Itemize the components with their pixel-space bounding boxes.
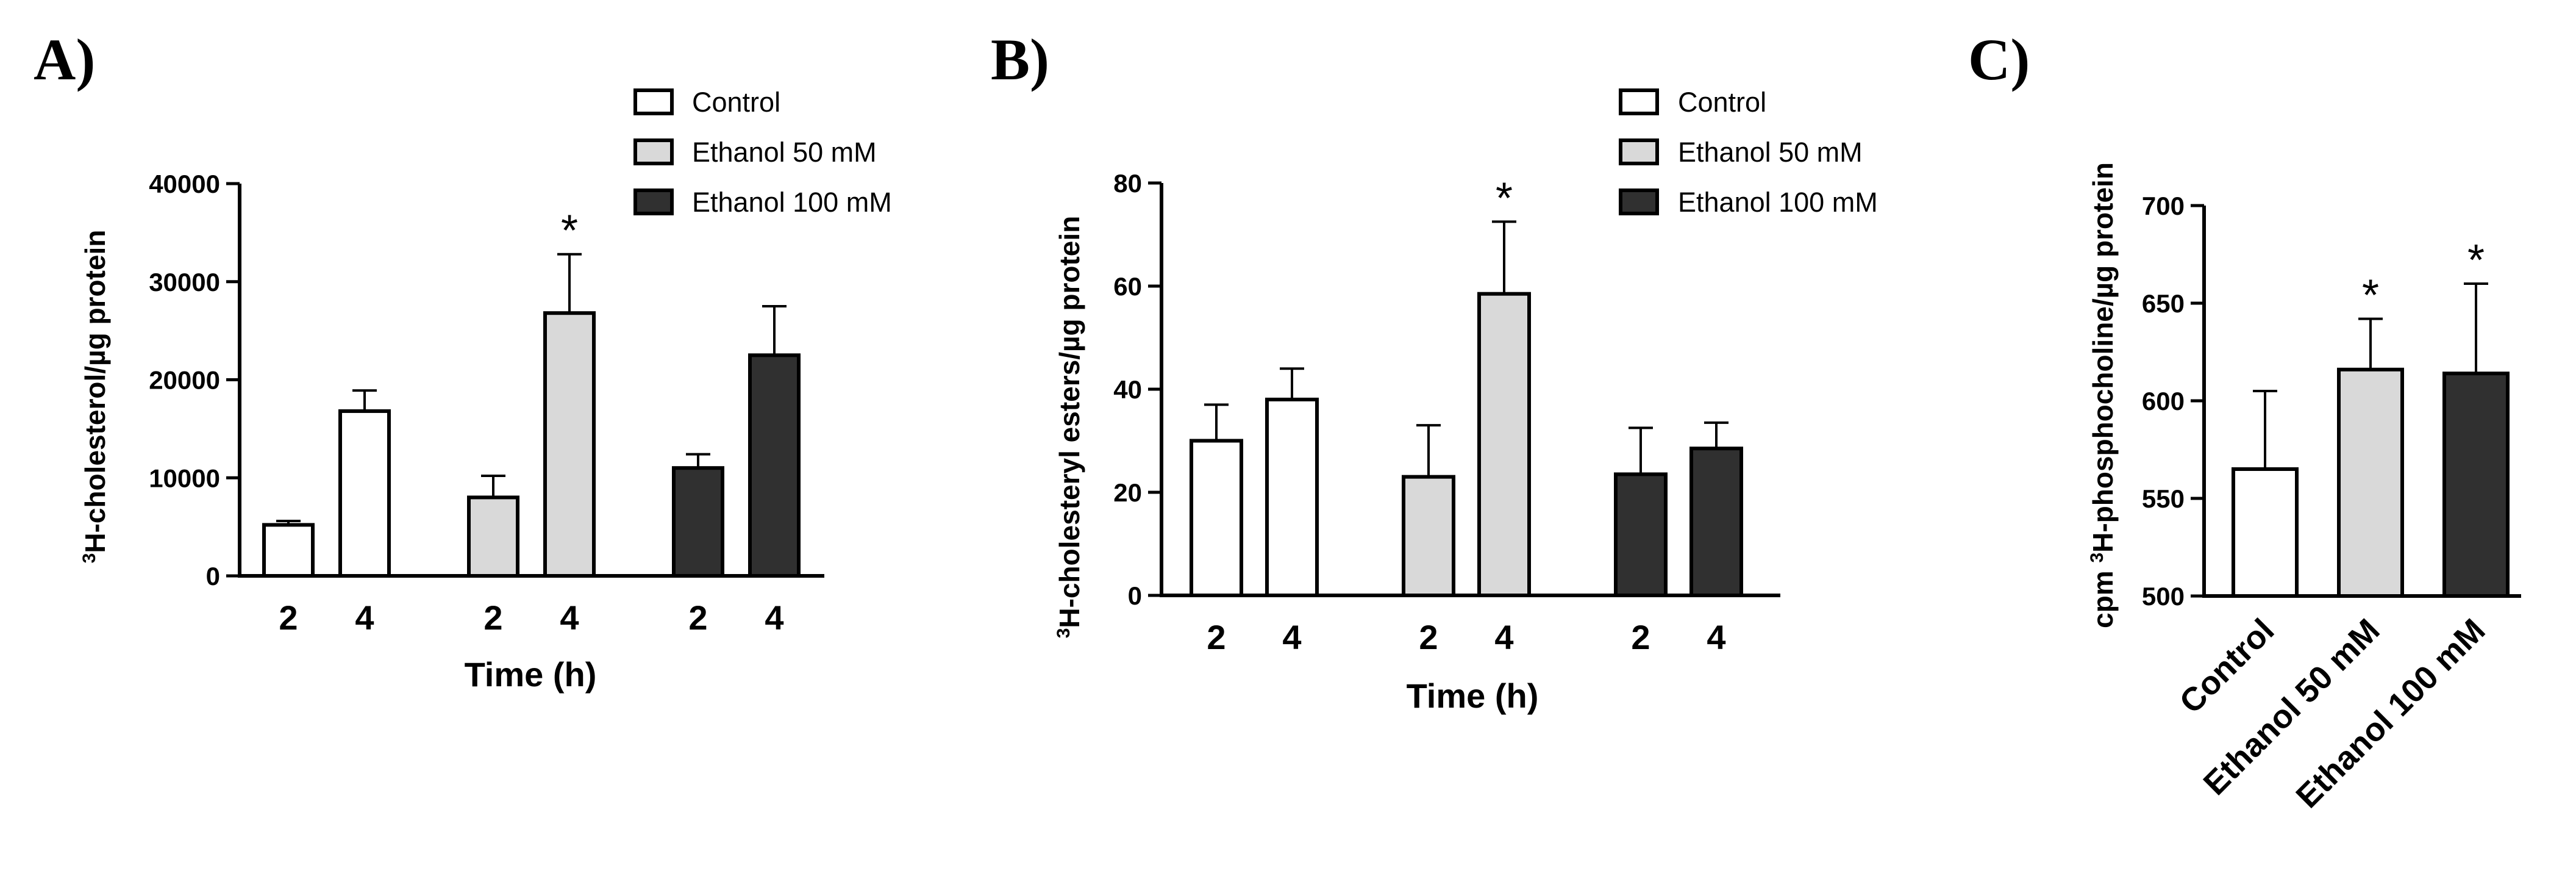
panel-label-b: B)	[991, 27, 1049, 92]
x-tick-label: 4	[765, 598, 783, 637]
y-tick-label: 550	[2142, 484, 2185, 513]
error-bar-control-4h	[1280, 367, 1304, 400]
bar-control-2h	[1190, 439, 1243, 597]
legend-swatch-ethanol-50-a	[633, 138, 674, 165]
x-tick-label: 4	[560, 598, 579, 637]
legend-a: Control Ethanol 50 mM Ethanol 100 mM	[633, 87, 892, 218]
error-bar-control-2h	[276, 519, 301, 525]
x-tick-label: 2	[1207, 618, 1226, 656]
bars-c: **	[2232, 236, 2510, 598]
x-tick-label: 4	[1282, 618, 1301, 656]
bar-ethanol-50-mm	[2337, 367, 2404, 598]
x-axis-title-b: Time (h)	[1407, 677, 1539, 715]
legend-swatch-ethanol-50-b	[1619, 138, 1659, 165]
y-tick-label: 80	[1113, 169, 1142, 198]
bar-ethanol-100-mm-2h	[672, 466, 724, 578]
x-axis-ticks-b: 2 4 2 4 2 4	[1207, 618, 1725, 656]
x-tick-label: 2	[1419, 618, 1438, 656]
bar-ethanol-50-mm-4h	[543, 311, 596, 578]
bar-control-2h	[262, 523, 315, 578]
legend-label-ethanol-50-b: Ethanol 50 mM	[1678, 137, 1863, 168]
y-axis-title-b: 3H-cholesteryl esters/µg protein	[1054, 216, 1086, 639]
x-tick-label: 4	[355, 598, 374, 637]
x-tick-label: Control	[2172, 612, 2281, 720]
x-axis-title-a: Time (h)	[465, 655, 597, 694]
legend-label-control-a: Control	[692, 87, 780, 118]
error-bar-ethanol-100-mm-4h	[762, 304, 787, 356]
bar-control-4h	[1265, 397, 1319, 598]
x-tick-label: 2	[688, 598, 707, 637]
bars-a: *	[262, 207, 801, 578]
error-bar-control	[2253, 390, 2277, 469]
legend-swatch-control-a	[633, 88, 674, 115]
legend-label-ethanol-50-a: Ethanol 50 mM	[692, 137, 877, 168]
y-tick-label: 40000	[149, 170, 220, 198]
chart-panel-b: B) 3H-cholesteryl esters/µg protein 0 20 4…	[991, 27, 1878, 715]
panel-label-a: A)	[34, 27, 95, 92]
bar-control	[2232, 467, 2299, 598]
y-tick-label: 700	[2142, 192, 2185, 220]
error-bar-ethanol-100-mm	[2464, 282, 2488, 374]
y-tick-label: 30000	[149, 268, 220, 296]
bar-ethanol-50-mm-4h	[1477, 292, 1531, 597]
x-tick-label: 4	[1494, 618, 1513, 656]
y-tick-label: 0	[1128, 581, 1142, 610]
y-axis-ticks-c: 500 550 600 650 700	[2142, 192, 2204, 611]
bar-ethanol-50-mm-2h	[1402, 475, 1455, 598]
x-tick-label: 4	[1707, 618, 1725, 656]
x-tick-label: Ethanol 50 mM	[2197, 612, 2387, 802]
bar-ethanol-100-mm-4h	[1689, 447, 1743, 597]
y-axis-ticks-a: 0 10000 20000 30000 40000	[149, 170, 240, 591]
y-tick-label: 20000	[149, 366, 220, 395]
error-bar-ethanol-50-mm-4h	[1492, 220, 1516, 294]
error-bar-control-4h	[352, 389, 377, 411]
legend-b: Control Ethanol 50 mM Ethanol 100 mM	[1619, 87, 1878, 218]
error-bar-ethanol-100-mm-2h	[1629, 426, 1653, 475]
y-axis-ticks-b: 0 20 40 60 80	[1113, 169, 1161, 610]
significance-marker: *	[1496, 174, 1513, 223]
y-tick-label: 600	[2142, 387, 2185, 415]
x-tick-label: 2	[483, 598, 502, 637]
bar-control-4h	[338, 409, 391, 578]
x-tick-label: 2	[279, 598, 298, 637]
error-bar-control-2h	[1204, 403, 1229, 441]
bar-ethanol-100-mm	[2442, 372, 2510, 598]
x-axis-ticks-a: 2 4 2 4 2 4	[279, 598, 783, 637]
bar-ethanol-100-mm-4h	[748, 353, 801, 578]
error-bar-ethanol-50-mm-2h	[481, 475, 505, 498]
panel-label-c: C)	[1968, 27, 2030, 92]
error-bar-ethanol-50-mm-2h	[1416, 424, 1441, 477]
legend-label-ethanol-100-a: Ethanol 100 mM	[692, 187, 892, 218]
bars-b: *	[1190, 174, 1743, 598]
significance-marker: *	[2467, 236, 2485, 285]
bar-ethanol-100-mm-2h	[1614, 472, 1668, 597]
y-tick-label: 10000	[149, 464, 220, 492]
chart-panel-c: C) cpm 3H-phosphocholine/µg protein 5005…	[1968, 27, 2521, 815]
y-tick-label: 0	[206, 562, 220, 591]
legend-swatch-ethanol-100-b	[1619, 188, 1659, 215]
x-tick-label: Ethanol 100 mM	[2289, 612, 2492, 815]
legend-label-ethanol-100-b: Ethanol 100 mM	[1678, 187, 1878, 218]
y-tick-label: 500	[2142, 582, 2185, 611]
error-bar-ethanol-100-mm-2h	[686, 453, 710, 469]
y-axis-title-a: 3H-cholesterol/µg protein	[79, 230, 112, 564]
y-tick-label: 650	[2142, 289, 2185, 318]
error-bar-ethanol-50-mm	[2358, 317, 2383, 370]
y-tick-label: 20	[1113, 478, 1142, 507]
chart-panel-a: A) 3H-cholesterol/µg protein 0 10000 20000…	[34, 27, 892, 694]
y-axis-title-c: cpm 3H-phosphocholine/µg protein	[2087, 162, 2119, 628]
legend-swatch-ethanol-100-a	[633, 188, 674, 215]
bar-ethanol-50-mm-2h	[467, 495, 519, 578]
legend-label-control-b: Control	[1678, 87, 1766, 118]
legend-swatch-control-b	[1619, 88, 1659, 115]
significance-marker: *	[2362, 271, 2379, 320]
x-tick-label: 2	[1631, 618, 1650, 656]
y-tick-label: 40	[1113, 375, 1142, 404]
significance-marker: *	[561, 207, 578, 256]
error-bar-ethanol-50-mm-4h	[557, 253, 582, 314]
error-bar-ethanol-100-mm-4h	[1704, 421, 1729, 449]
y-tick-label: 60	[1113, 272, 1142, 301]
